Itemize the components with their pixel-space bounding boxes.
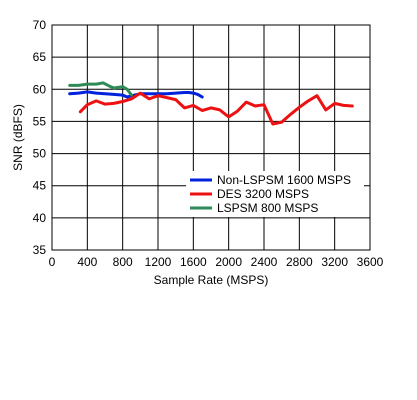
- x-tick-label: 1600: [180, 255, 207, 269]
- legend-label-3: LSPSM 800 MSPS: [217, 201, 318, 215]
- series-line-3: [68, 81, 133, 97]
- series-line-2: [78, 91, 354, 126]
- y-tick-label: 35: [33, 243, 47, 257]
- y-tick-label: 70: [33, 18, 47, 32]
- x-tick-label: 3200: [321, 255, 348, 269]
- x-tick-label: 2400: [251, 255, 278, 269]
- y-axis-label: SNR (dBFS): [11, 104, 25, 171]
- y-tick-labels: 35 40 45 50 55 60 65 70: [33, 18, 47, 257]
- y-tick-label: 45: [33, 179, 47, 193]
- x-tick-labels: 0 400 800 1200 1600 2000 2400 2800 3200 3600: [49, 255, 384, 269]
- y-tick-label: 60: [33, 82, 47, 96]
- x-tick-label: 1200: [145, 255, 172, 269]
- legend-background: [186, 171, 364, 217]
- y-tick-label: 40: [33, 211, 47, 225]
- y-tick-label: 55: [33, 114, 47, 128]
- legend-label-1: Non-LSPSM 1600 MSPS: [217, 173, 351, 187]
- x-tick-label: 0: [49, 255, 56, 269]
- x-tick-label: 2000: [215, 255, 242, 269]
- y-tick-label: 50: [33, 147, 47, 161]
- series-layer: [68, 81, 354, 126]
- x-tick-label: 3600: [357, 255, 384, 269]
- legend-label-2: DES 3200 MSPS: [217, 187, 309, 201]
- x-tick-label: 2800: [286, 255, 313, 269]
- x-tick-label: 800: [113, 255, 133, 269]
- x-axis-label: Sample Rate (MSPS): [154, 273, 269, 287]
- plot-frame: [51, 24, 371, 251]
- x-tick-label: 400: [77, 255, 97, 269]
- y-tick-label: 65: [33, 50, 47, 64]
